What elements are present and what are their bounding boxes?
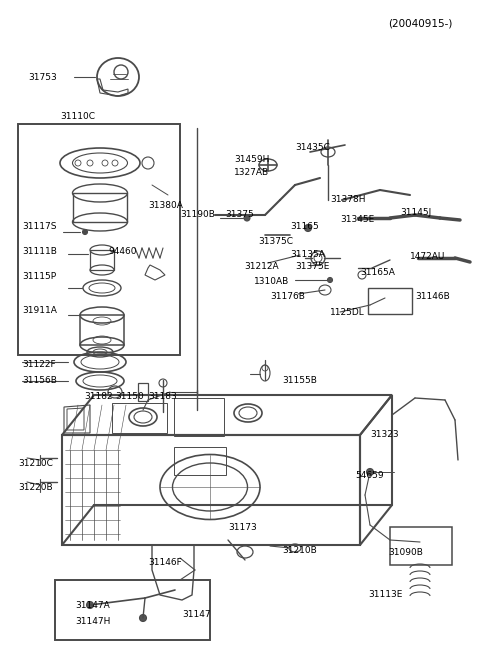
Text: 31375E: 31375E — [295, 262, 329, 271]
Text: 31323: 31323 — [370, 430, 398, 439]
Text: 31183: 31183 — [148, 392, 177, 401]
Text: 31110C: 31110C — [60, 112, 95, 121]
Text: 1310AB: 1310AB — [254, 277, 289, 286]
Text: 31182: 31182 — [84, 392, 113, 401]
Text: 31173: 31173 — [228, 523, 257, 532]
Text: 31911A: 31911A — [22, 306, 57, 315]
Ellipse shape — [327, 278, 333, 282]
Text: 31190B: 31190B — [180, 210, 215, 219]
Text: 31375: 31375 — [225, 210, 254, 219]
Bar — [368, 288, 412, 314]
Text: 31165A: 31165A — [360, 268, 395, 277]
Text: 31147: 31147 — [182, 610, 211, 619]
Ellipse shape — [83, 229, 87, 234]
Text: 31176B: 31176B — [270, 292, 305, 301]
Text: 31435C: 31435C — [295, 143, 330, 152]
Text: 1327AB: 1327AB — [234, 168, 269, 177]
Ellipse shape — [367, 468, 373, 476]
Text: 31117S: 31117S — [22, 222, 57, 231]
Text: 31111B: 31111B — [22, 247, 57, 256]
Ellipse shape — [244, 215, 250, 221]
Bar — [18, 124, 180, 355]
Text: 1125DL: 1125DL — [330, 308, 365, 317]
Text: 31090B: 31090B — [388, 548, 423, 557]
Text: 31147H: 31147H — [75, 617, 110, 626]
Text: 31210B: 31210B — [282, 546, 317, 555]
Text: 31165: 31165 — [290, 222, 319, 231]
Text: 31459H: 31459H — [234, 155, 269, 164]
Text: 31375C: 31375C — [258, 237, 293, 246]
Text: 31113E: 31113E — [368, 590, 402, 599]
Text: 31155B: 31155B — [282, 376, 317, 385]
Text: 31122F: 31122F — [22, 360, 56, 369]
Text: (20040915-): (20040915-) — [388, 18, 452, 28]
Text: 31345E: 31345E — [340, 215, 374, 224]
Text: 31220B: 31220B — [18, 483, 53, 492]
Text: 31378H: 31378H — [330, 195, 365, 204]
Text: 31146F: 31146F — [148, 558, 182, 567]
Text: 94460: 94460 — [108, 247, 136, 256]
Text: 31147A: 31147A — [75, 601, 110, 610]
Text: 31210C: 31210C — [18, 459, 53, 468]
Ellipse shape — [304, 225, 312, 231]
Text: 1472AU: 1472AU — [410, 252, 445, 261]
Text: 31156B: 31156B — [22, 376, 57, 385]
Ellipse shape — [140, 614, 146, 622]
Text: 31146B: 31146B — [415, 292, 450, 301]
Text: 31115P: 31115P — [22, 272, 56, 281]
Text: 31212A: 31212A — [244, 262, 278, 271]
Text: 31150: 31150 — [115, 392, 144, 401]
Bar — [138, 383, 148, 401]
Text: 31753: 31753 — [28, 73, 57, 82]
Ellipse shape — [86, 601, 94, 608]
Bar — [390, 527, 452, 565]
Text: 31135A: 31135A — [290, 250, 325, 259]
Text: 54659: 54659 — [355, 471, 384, 480]
Bar — [55, 580, 210, 640]
Text: 31145J: 31145J — [400, 208, 431, 217]
Text: 31380A: 31380A — [148, 201, 183, 210]
